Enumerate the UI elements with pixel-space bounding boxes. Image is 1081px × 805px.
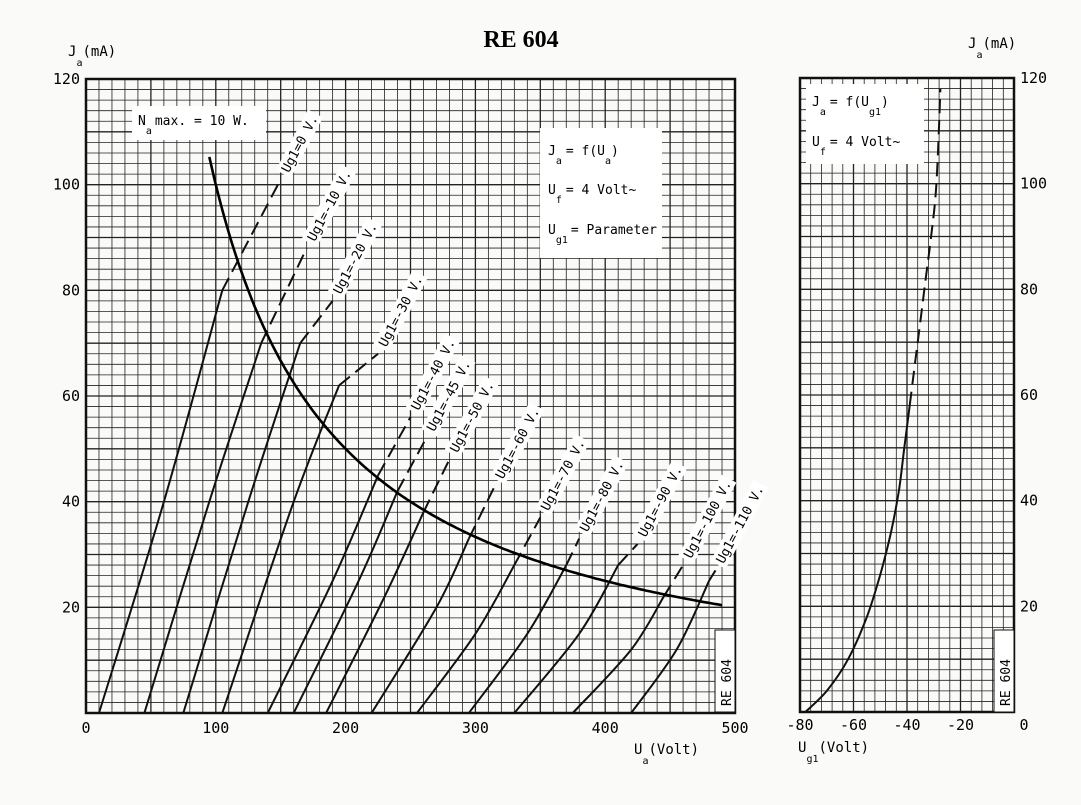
anode-curve-extension xyxy=(662,564,684,598)
x-tick-label: 500 xyxy=(721,719,748,737)
anode-curve xyxy=(98,290,224,714)
anode-curve-extension xyxy=(396,437,427,492)
plate-characteristic-panel: 20 40 60 80 100 120 0 100 200 300 400 500 Ja(mA) U… xyxy=(53,44,769,767)
y-tick-label: 40 xyxy=(62,493,80,511)
anode-curve-extension xyxy=(377,416,412,476)
grid-curves xyxy=(804,88,942,713)
curve-label-bg xyxy=(327,217,383,300)
power-limit-curve xyxy=(208,156,723,607)
y-tick-label: 40 xyxy=(1020,492,1038,510)
anode-curve xyxy=(572,596,665,714)
x-tick-label: -40 xyxy=(893,716,920,734)
anode-curve xyxy=(630,580,710,714)
x-tick-label: -60 xyxy=(840,716,867,734)
y-tick-label: 60 xyxy=(62,387,80,405)
y-tick-label: 120 xyxy=(53,70,80,88)
anode-curve xyxy=(370,538,470,714)
anode-curve xyxy=(182,342,302,714)
curve-label-text: Ug1=0 V. xyxy=(279,113,322,175)
anode-curve-extension xyxy=(221,178,282,291)
power-label-bg xyxy=(132,106,266,140)
plate-curve-labels: Ug1=0 V.Ug1=-10 V.Ug1=-20 V.Ug1=-30 V.Ug… xyxy=(275,109,769,569)
anode-curve xyxy=(468,564,568,714)
x-tick-label: 0 xyxy=(81,719,90,737)
curve-label-bg xyxy=(301,164,357,247)
y-tick-label: 20 xyxy=(1020,597,1038,615)
plate-x-ticks: 0 100 200 300 400 500 xyxy=(81,719,748,737)
plate-curves xyxy=(98,156,723,714)
curve-label-bg xyxy=(710,479,769,569)
curve-label-bg xyxy=(421,354,476,437)
chart-title: RE 604 xyxy=(483,27,558,53)
anode-curve-extension xyxy=(513,517,542,566)
plate-x-axis-label: Ua(Volt) xyxy=(634,742,699,767)
plate-grid xyxy=(85,78,736,714)
grid-info-box-bg xyxy=(806,84,924,164)
anode-curve-extension xyxy=(565,538,581,566)
curve-label: Ug1=-70 V. xyxy=(535,433,590,517)
curve-label-bg xyxy=(632,460,688,543)
y-tick-label: 20 xyxy=(62,598,80,616)
curve-label-bg xyxy=(275,109,323,178)
grid-info-line-1: Ja= f(Ug1) xyxy=(812,95,889,118)
anode-curve xyxy=(292,490,399,714)
x-tick-label: 400 xyxy=(592,719,619,737)
anode-curve-extension xyxy=(260,247,308,344)
curve-label: Ug1=-80 V. xyxy=(574,454,629,538)
plate-plot-frame xyxy=(84,77,737,715)
curve-label-bg xyxy=(444,375,499,458)
y-tick-label: 80 xyxy=(1020,280,1038,298)
x-tick-label: 300 xyxy=(462,719,489,737)
x-tick-label: 200 xyxy=(332,719,359,737)
curve-label-bg xyxy=(574,454,629,538)
grid-plot-frame xyxy=(798,76,1016,714)
anode-curve-extension xyxy=(338,352,379,387)
y-tick-label: 100 xyxy=(53,176,80,194)
plate-info-line-1: Ja= f(Ua) xyxy=(548,144,619,167)
anode-curve xyxy=(266,474,380,714)
curve-label: Ug1=0 V. xyxy=(275,109,323,178)
curve-label-bg xyxy=(535,433,590,517)
grid-curve xyxy=(804,405,911,713)
anode-curve-extension xyxy=(299,300,334,344)
plate-corner-label: RE 604 xyxy=(720,659,735,706)
grid-characteristic-panel: 20 40 60 80 100 120 -80 -60 -40 -20 0 Ja(mA) Ug1(… xyxy=(786,36,1047,765)
x-tick-label: 0 xyxy=(1019,716,1028,734)
curve-label-bg xyxy=(405,333,461,416)
anode-curve-extension xyxy=(708,569,717,582)
power-limit-label: Namax. = 10 W. xyxy=(138,114,249,137)
anode-curve xyxy=(221,385,341,714)
x-tick-label: -80 xyxy=(786,716,813,734)
grid-y-ticks: 20 40 60 80 100 120 xyxy=(1020,69,1047,615)
grid-corner-label: RE 604 xyxy=(999,659,1014,706)
plate-y-axis-label: Ja(mA) xyxy=(68,44,116,69)
curve-label-bg xyxy=(373,270,428,353)
curve-label: Ug1=-60 V. xyxy=(490,402,545,485)
x-tick-label: 100 xyxy=(202,719,229,737)
grid-grid xyxy=(799,77,1015,713)
grid-info-line-2: Uf= 4 Volt~ xyxy=(812,135,900,158)
grid-x-axis-label: Ug1(Volt) xyxy=(798,740,869,765)
y-tick-label: 100 xyxy=(1020,175,1047,193)
anode-curve xyxy=(143,342,263,714)
plate-info-box-bg xyxy=(540,128,662,258)
curve-label-bg xyxy=(678,474,737,564)
anode-curve xyxy=(416,564,516,714)
anode-curve-extension xyxy=(617,543,639,566)
plate-info-line-3: Ug1= Parameter xyxy=(548,223,657,246)
y-tick-label: 80 xyxy=(62,281,80,299)
x-tick-label: -20 xyxy=(947,716,974,734)
anode-curve xyxy=(325,511,425,714)
plate-corner-label-bg xyxy=(714,629,736,713)
grid-x-ticks: -80 -60 -40 -20 0 xyxy=(786,716,1028,734)
y-tick-label: 60 xyxy=(1020,386,1038,404)
grid-y-axis-label: Ja(mA) xyxy=(968,36,1016,61)
y-tick-label: 120 xyxy=(1020,69,1047,87)
plate-y-ticks: 20 40 60 80 100 120 xyxy=(53,70,80,616)
plate-info-line-2: Uf= 4 Volt~ xyxy=(548,183,636,206)
grid-corner-label-bg xyxy=(993,629,1015,713)
grid-curve-extension xyxy=(908,88,942,406)
curve-label-bg xyxy=(490,402,545,485)
